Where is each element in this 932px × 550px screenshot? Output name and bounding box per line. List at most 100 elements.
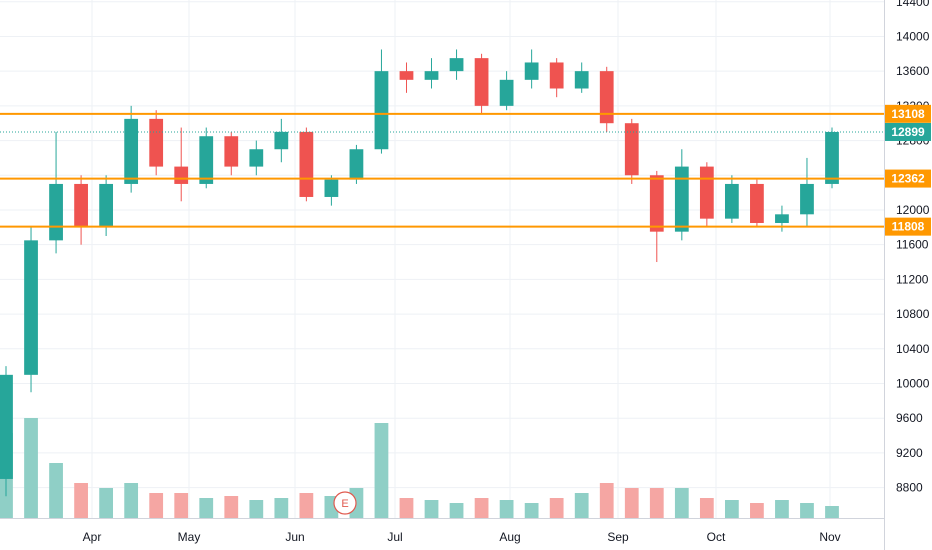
candle-body xyxy=(499,79,514,106)
y-tick-label: 13600 xyxy=(896,64,930,78)
candle xyxy=(274,118,289,163)
event-marker[interactable]: E xyxy=(333,491,357,515)
y-tick-label: 10400 xyxy=(896,342,930,356)
volume-bar xyxy=(249,500,264,518)
y-tick-label: 12000 xyxy=(896,203,930,217)
candle xyxy=(149,110,164,176)
candle-body xyxy=(624,123,639,176)
candle xyxy=(124,105,139,193)
x-tick-label: Jun xyxy=(285,530,304,544)
level-price-label-bg xyxy=(885,169,931,188)
y-tick-label: 8800 xyxy=(896,481,923,495)
candle-body xyxy=(474,58,489,106)
volume-bar xyxy=(499,500,514,518)
candle-body xyxy=(800,183,814,215)
y-tick-label: 9600 xyxy=(896,411,923,425)
candle-body xyxy=(249,149,264,167)
candle-body xyxy=(524,62,539,80)
candle-body xyxy=(0,374,13,479)
level-price-label-bg xyxy=(885,104,931,123)
x-tick-label: Aug xyxy=(499,530,520,544)
volume-bar xyxy=(649,488,664,518)
volume-bar xyxy=(124,483,139,518)
x-tick-label: Jul xyxy=(387,530,402,544)
candle xyxy=(174,127,189,202)
candle xyxy=(649,170,664,263)
candle-body xyxy=(699,166,714,219)
candle xyxy=(599,66,614,132)
candle-body xyxy=(649,175,664,232)
volume-bar xyxy=(74,483,88,518)
candle-body xyxy=(274,131,289,150)
candle-body xyxy=(49,183,63,241)
volume-bar xyxy=(299,493,314,518)
candle-body xyxy=(374,71,389,150)
candle xyxy=(249,140,264,176)
volume-bar xyxy=(24,418,38,518)
candle-body xyxy=(74,183,88,228)
candle xyxy=(424,58,439,89)
candle xyxy=(49,131,63,254)
candle-body xyxy=(674,166,689,232)
volume-bar xyxy=(599,483,614,518)
candle-body xyxy=(750,183,764,223)
candle xyxy=(0,366,13,497)
candle-body xyxy=(549,62,564,89)
candle xyxy=(624,118,639,184)
volume-bar xyxy=(424,500,439,518)
volume-bar xyxy=(825,506,839,518)
level-price-label: 13108 xyxy=(891,107,925,121)
current-price-label: 12899 xyxy=(891,125,925,139)
candle xyxy=(449,49,464,80)
candle xyxy=(549,58,564,98)
volume-bar xyxy=(399,498,414,518)
event-marker-circle xyxy=(333,491,357,515)
candle-body xyxy=(24,240,38,375)
y-tick-label: 11200 xyxy=(896,272,929,286)
volume-bar xyxy=(624,488,639,518)
candle xyxy=(349,144,364,184)
volume-bar xyxy=(449,503,464,518)
candle xyxy=(750,179,764,228)
current-price-label-bg xyxy=(885,122,931,141)
volume-bar xyxy=(800,503,814,518)
candle-body xyxy=(174,166,189,184)
candle-body xyxy=(299,131,314,197)
candle xyxy=(374,49,389,154)
x-tick-label: Oct xyxy=(707,530,726,544)
volume-bar xyxy=(724,500,739,518)
axis-price-labels: 13108 12362 11808 12899 xyxy=(885,104,931,236)
volume-bar xyxy=(274,498,289,518)
y-tick-label: 14000 xyxy=(896,29,930,43)
volume-bar xyxy=(224,496,239,518)
candle xyxy=(674,149,689,241)
event-marker-label: E xyxy=(341,498,348,510)
candle xyxy=(474,53,489,115)
chart-grid xyxy=(0,0,884,518)
volume-bar xyxy=(474,498,489,518)
volume-bar xyxy=(99,488,114,518)
price-axis[interactable]: 1440014000136001320012800124001200011600… xyxy=(884,0,930,550)
y-tick-label: 10000 xyxy=(896,377,930,391)
candle xyxy=(24,227,38,393)
candle-body xyxy=(199,136,214,184)
candle-body xyxy=(399,71,414,80)
x-tick-label: Nov xyxy=(819,530,840,544)
volume-bar xyxy=(174,493,189,518)
candle xyxy=(574,62,589,93)
candle-body xyxy=(449,58,464,72)
volume-bar xyxy=(750,503,764,518)
candle xyxy=(399,62,414,93)
volume-bars xyxy=(0,418,839,518)
candle-body xyxy=(149,118,164,167)
candle-body xyxy=(324,179,339,197)
candle-body xyxy=(349,149,364,180)
x-tick-label: Sep xyxy=(607,530,629,544)
candle xyxy=(524,49,539,89)
candle-body xyxy=(724,183,739,219)
candle-body xyxy=(574,71,589,89)
time-axis[interactable]: Apr May Jun Jul Aug Sep Oct Nov xyxy=(0,518,884,545)
candle xyxy=(724,175,739,223)
y-tick-label: 14400 xyxy=(896,0,930,9)
